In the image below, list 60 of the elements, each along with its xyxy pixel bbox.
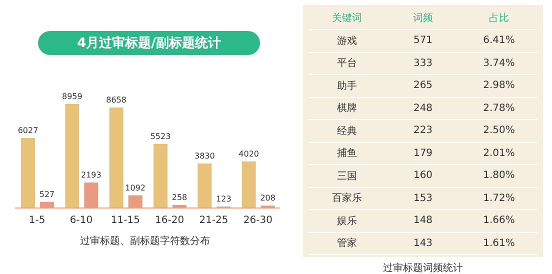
data-label: 3830 (194, 152, 215, 161)
data-label: 1.61% (482, 238, 516, 249)
data-label: 8658 (106, 95, 127, 104)
text: 关键词 (331, 12, 363, 25)
bar (198, 164, 212, 208)
data-label: 143 (412, 238, 434, 249)
category-label: 助手 (336, 80, 358, 93)
x-tick-label: 16-20 (155, 215, 184, 226)
data-label: 1.66% (482, 215, 516, 226)
data-label: 248 (412, 102, 434, 114)
data-label: 6027 (18, 126, 38, 136)
data-label: 223 (412, 125, 434, 136)
data-label: 3.74% (482, 58, 516, 69)
x-axis-title: 过审标题、副标题字符数分布 (79, 234, 211, 248)
data-label: 2.78% (482, 102, 516, 114)
data-label: 2.50% (482, 125, 516, 136)
data-label: 4020 (238, 149, 260, 158)
category-label: 三国 (336, 170, 358, 183)
data-label: 258 (172, 193, 188, 202)
data-label: 179 (412, 148, 434, 159)
data-label: 160 (412, 170, 434, 182)
data-label: 8959 (62, 92, 82, 101)
x-tick-label: 26-30 (243, 215, 272, 226)
data-label: 2193 (80, 170, 102, 180)
category-label: 管家 (336, 236, 358, 250)
series-label: 词频 (412, 12, 434, 25)
data-label: 1.72% (482, 192, 516, 204)
category-label: 百家乐 (331, 192, 363, 206)
x-tick-label: 6-10 (70, 215, 93, 226)
x-tick-label: 1-5 (28, 215, 46, 226)
category-label: 捕鱼 (336, 146, 358, 160)
data-label: 265 (412, 80, 434, 92)
data-label: 527 (39, 190, 55, 199)
data-label: 123 (216, 194, 232, 204)
data-label: 148 (412, 215, 434, 226)
data-label: 5523 (150, 132, 171, 141)
data-label: 6.41% (482, 35, 516, 46)
category-label: 娱乐 (336, 214, 358, 228)
bar (65, 104, 80, 208)
category-label: 游戏 (336, 34, 358, 48)
data-label: 1092 (125, 183, 146, 192)
x-tick-label: 11-15 (110, 215, 140, 226)
bar (109, 107, 124, 208)
category-label: 平台 (336, 56, 358, 70)
category-label: 棋牌 (336, 102, 358, 116)
data-label: 1.80% (482, 170, 516, 182)
bar (21, 138, 35, 208)
chart-title: 4月过审标题/副标题统计 (38, 31, 260, 55)
data-label: 2.98% (482, 80, 516, 92)
category-label: 经典 (336, 124, 358, 138)
data-label: 153 (412, 192, 434, 204)
text: 过审标题词频统计 (382, 262, 464, 274)
x-tick-label: 21-25 (199, 215, 228, 226)
data-label: 2.01% (482, 148, 516, 159)
data-label: 208 (260, 194, 276, 203)
bar (242, 161, 256, 208)
bar (154, 144, 168, 208)
text: 占比 (488, 12, 510, 25)
data-label: 333 (412, 58, 434, 69)
data-label: 571 (412, 35, 434, 46)
